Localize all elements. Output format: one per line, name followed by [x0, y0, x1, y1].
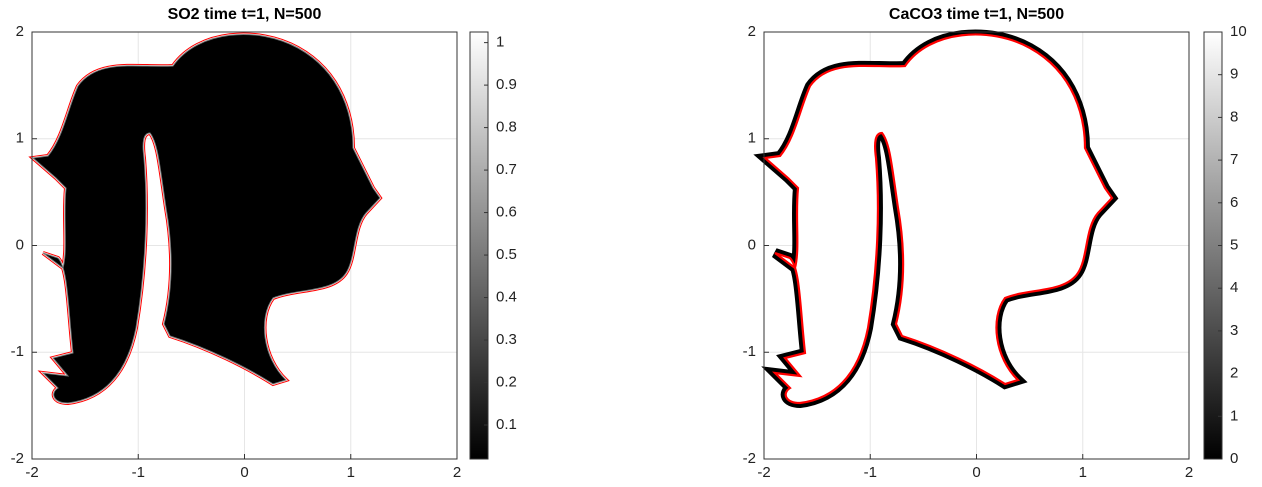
- colorbar-tick-label: 0.1: [496, 416, 517, 433]
- y-tick-label: 1: [16, 130, 24, 147]
- y-tick-label: 0: [16, 236, 24, 253]
- x-tick-label: 2: [453, 464, 461, 481]
- colorbar-tick-label: 4: [1230, 279, 1238, 296]
- x-tick-label: 2: [1185, 464, 1193, 481]
- chart-title: CaCO3 time t=1, N=500: [889, 6, 1064, 23]
- x-tick-label: -1: [132, 464, 145, 481]
- x-tick-label: 1: [347, 464, 355, 481]
- axes-box: [763, 31, 1190, 460]
- colorbar-tick-label: 0.7: [496, 161, 517, 178]
- x-tick-label: 0: [240, 464, 248, 481]
- colorbar-tick-label: 0.6: [496, 204, 517, 221]
- y-tick-label: -2: [743, 450, 756, 467]
- y-tick-label: 2: [16, 23, 24, 40]
- y-tick-label: -1: [11, 343, 24, 360]
- colorbar-tick-label: 7: [1230, 151, 1238, 168]
- colorbar-tick-label: 0.2: [496, 373, 517, 390]
- colorbar-tick-label: 0.9: [496, 76, 517, 93]
- colorbar-tick-label: 10: [1230, 23, 1247, 40]
- x-tick-label: 1: [1079, 464, 1087, 481]
- colorbar-tick-label: 0.3: [496, 331, 517, 348]
- y-tick-label: -2: [11, 450, 24, 467]
- colorbar-tick-label: 8: [1230, 108, 1238, 125]
- chart-title: SO2 time t=1, N=500: [168, 6, 322, 23]
- y-tick-label: 1: [748, 130, 756, 147]
- colorbar-tick-label: 1: [496, 34, 504, 51]
- y-tick-label: 2: [748, 23, 756, 40]
- colorbar-tick-label: 5: [1230, 236, 1238, 253]
- colorbar-tick-label: 0.4: [496, 289, 517, 306]
- colorbar: [469, 31, 489, 460]
- x-tick-label: 0: [972, 464, 980, 481]
- y-tick-label: -1: [743, 343, 756, 360]
- colorbar-tick-label: 0.5: [496, 246, 517, 263]
- colorbar-tick-label: 1: [1230, 407, 1238, 424]
- colorbar-tick-label: 0.8: [496, 119, 517, 136]
- colorbar-tick-label: 0: [1230, 450, 1238, 467]
- colorbar-tick-label: 2: [1230, 365, 1238, 382]
- x-tick-label: -1: [864, 464, 877, 481]
- x-tick-label: -2: [25, 464, 38, 481]
- axes-box: [31, 31, 458, 460]
- colorbar-tick-label: 3: [1230, 322, 1238, 339]
- x-tick-label: -2: [757, 464, 770, 481]
- colorbar-tick-label: 6: [1230, 194, 1238, 211]
- y-tick-label: 0: [748, 236, 756, 253]
- colorbar-tick-label: 9: [1230, 66, 1238, 83]
